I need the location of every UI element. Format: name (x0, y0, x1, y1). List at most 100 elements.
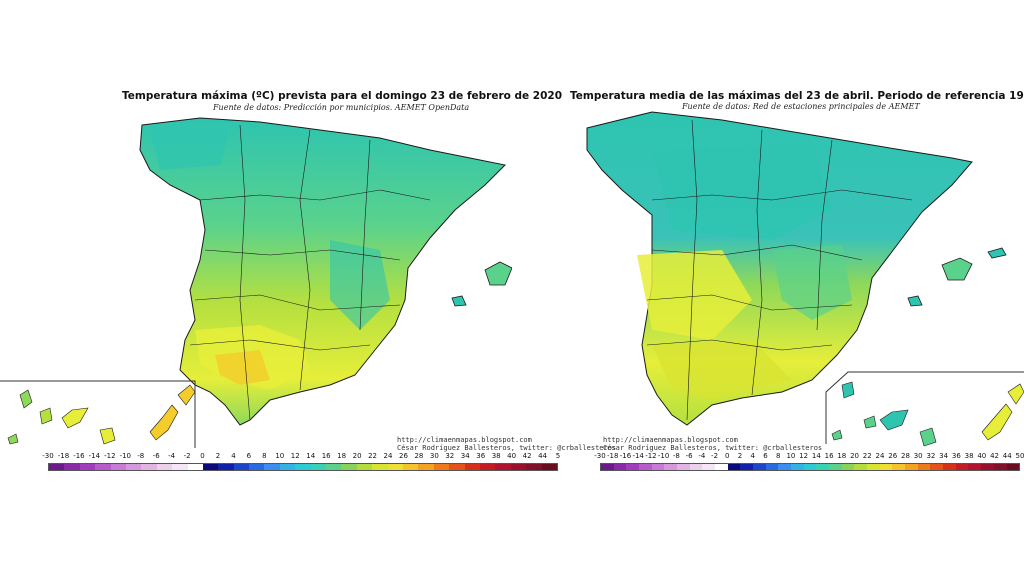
scale-tick-label: -2 (183, 452, 191, 460)
color-scale-swatch (125, 464, 142, 470)
color-scale-swatch (689, 464, 703, 470)
color-scale-swatch (249, 464, 265, 470)
color-scale-swatch (867, 464, 880, 470)
color-scale: -30 -18 -16 -14 -12 -10 -8 -6 -4 -2 0 2 4 6 8 10 12 14 16 1… (594, 452, 1024, 474)
color-scale-swatch (310, 464, 327, 470)
scale-tick-label: -16 (73, 452, 85, 460)
color-scale-swatch (715, 464, 728, 470)
canary-island (841, 381, 855, 399)
color-scale-swatch (541, 464, 557, 470)
scale-tick-label: 14 (811, 452, 821, 460)
scale-tick-label: 32 (926, 452, 936, 460)
scale-tick-label: 2 (737, 452, 743, 460)
map-subtitle: Fuente de datos: Red de estaciones princ… (682, 102, 920, 111)
color-scale-swatch (968, 464, 982, 470)
color-scale-swatch (854, 464, 868, 470)
color-scale-swatch (917, 464, 931, 470)
color-scale-swatch (677, 464, 690, 470)
scale-tick-label: 38 (964, 452, 974, 460)
scale-tick-label: 26 (398, 452, 408, 460)
color-scale-swatch (79, 464, 96, 470)
scale-tick-label: 0 (725, 452, 730, 460)
scale-tick-label: 34 (460, 452, 470, 460)
canary-island (99, 427, 116, 445)
scale-tick-label: -10 (119, 452, 131, 460)
scale-tick-label: 14 (306, 452, 316, 460)
scale-tick-label: 22 (368, 452, 377, 460)
scale-tick-label: 16 (824, 452, 834, 460)
scale-tick-label: 40 (977, 452, 987, 460)
color-scale-swatch (495, 464, 511, 470)
color-scale-swatch (510, 464, 527, 470)
scale-tick-label: 44 (1002, 452, 1012, 460)
map-subtitle: Fuente de datos: Predicción por municipi… (213, 103, 470, 112)
scale-tick-label: -4 (168, 452, 176, 460)
scale-tick-label: 42 (522, 452, 532, 460)
scale-tick-label: -4 (698, 452, 706, 460)
scale-tick-label: 12 (290, 452, 300, 460)
color-scale-swatch (141, 464, 157, 470)
canary-island (863, 415, 877, 429)
scale-tick-label: 18 (337, 452, 347, 460)
color-scale-swatch (601, 464, 614, 470)
color-scale-swatch (326, 464, 342, 470)
scale-tick-label: -8 (672, 452, 680, 460)
color-scale-swatch (341, 464, 357, 470)
map-title: Temperatura máxima (ºC) prevista para el… (122, 90, 563, 102)
scale-tick-label: 2 (215, 452, 221, 460)
color-scale-swatch (202, 464, 219, 470)
color-scale-swatch (279, 464, 296, 470)
mallorca-island (484, 261, 512, 286)
color-scale-swatch (892, 464, 906, 470)
scale-tick-label: -30 (594, 452, 606, 460)
scale-tick-label: 28 (414, 452, 424, 460)
scale-tick-label: 38 (491, 452, 501, 460)
color-scale-swatch (765, 464, 779, 470)
color-scale-swatch (449, 464, 465, 470)
canary-island (177, 384, 196, 406)
scale-tick-label: 30 (913, 452, 923, 460)
scale-tick-label: 20 (352, 452, 362, 460)
color-scale-swatch (816, 464, 830, 470)
canary-island (149, 404, 179, 441)
scale-tick-label: -6 (685, 452, 693, 460)
color-scale-swatch (156, 464, 173, 470)
ibiza-island (451, 295, 467, 307)
scale-tick-label: -16 (619, 452, 632, 460)
color-scale-swatch (372, 464, 388, 470)
climatology-map (586, 111, 1024, 447)
color-scale-swatch (295, 464, 311, 470)
scale-tick-label: 42 (990, 452, 999, 460)
scale-tick-label: 32 (445, 452, 455, 460)
province-borders (646, 119, 913, 421)
scale-tick-label: 0 (200, 452, 205, 460)
credit-author: César Rodríguez Ballesteros, twitter: @c… (397, 444, 617, 452)
menorca-island (987, 247, 1007, 259)
scale-tick-label: -30 (42, 452, 54, 460)
scale-tick-label: 5 (555, 452, 561, 460)
color-scale-swatch (479, 464, 496, 470)
color-scale-swatch (639, 464, 652, 470)
color-scale-swatch (930, 464, 944, 470)
scale-tick-label: 44 (538, 452, 547, 460)
color-scale-swatch (727, 464, 741, 470)
scale-tick-label: 16 (321, 452, 331, 460)
color-scale-bar (48, 463, 558, 471)
canary-island (39, 407, 53, 425)
mallorca-island (941, 257, 973, 281)
color-scale-swatch (778, 464, 792, 470)
scale-tick-label: 24 (875, 452, 885, 460)
scale-tick-label: 10 (786, 452, 796, 460)
color-scale-swatch (753, 464, 766, 470)
scale-tick-label: 20 (850, 452, 859, 460)
canary-inset-frame (825, 371, 1024, 444)
canary-island (61, 407, 89, 429)
scale-tick-label: -2 (711, 452, 719, 460)
color-scale-swatch (402, 464, 419, 470)
scale-tick-label: -14 (88, 452, 101, 460)
scale-tick-label: -6 (152, 452, 160, 460)
scale-tick-label: 40 (507, 452, 517, 460)
color-scale-swatch (218, 464, 234, 470)
color-scale-swatch (264, 464, 280, 470)
canary-island (1007, 383, 1024, 405)
